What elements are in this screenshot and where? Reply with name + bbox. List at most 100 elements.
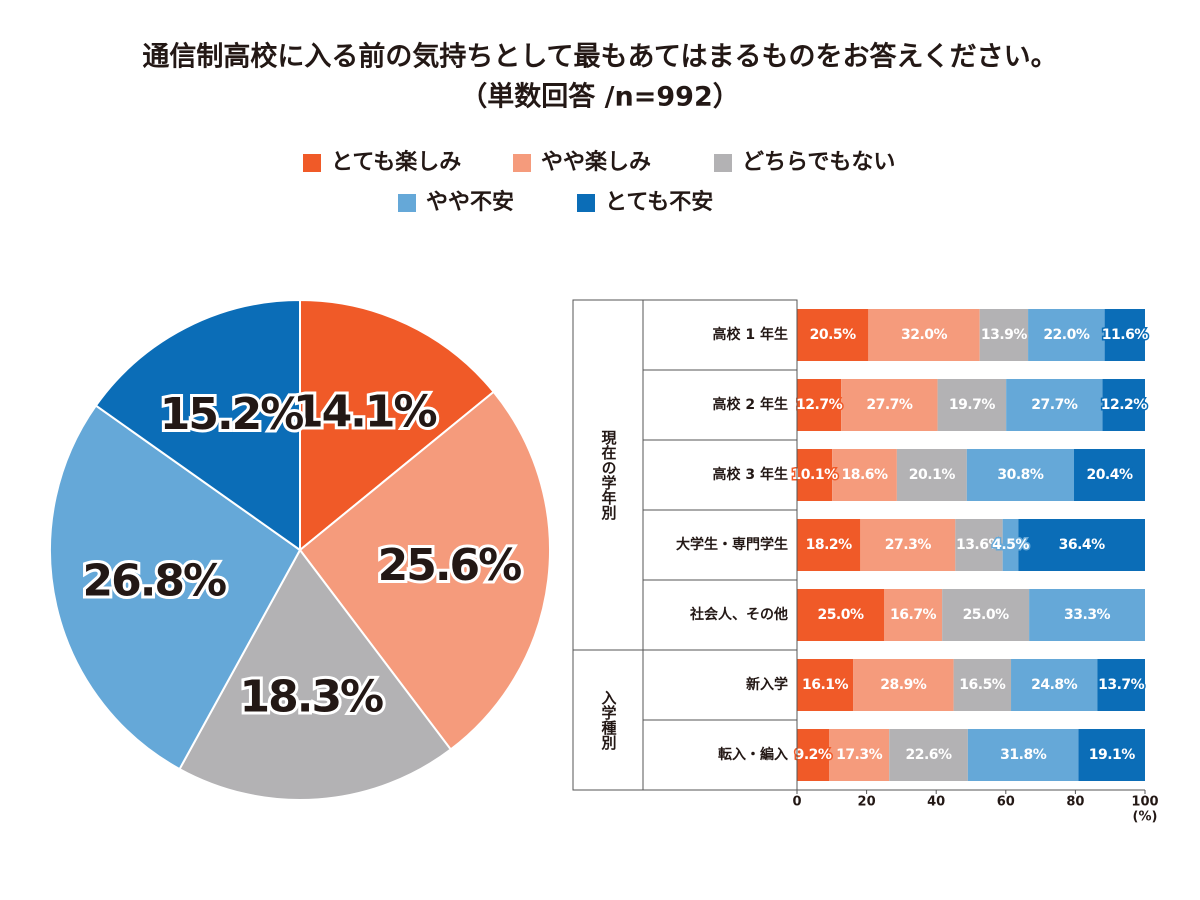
- bar-segment: [1006, 379, 1103, 431]
- bar-value-label: 18.2%: [806, 537, 853, 553]
- bar-value-label: 12.2%: [1101, 397, 1148, 413]
- x-unit: (%): [1133, 810, 1158, 825]
- x-tick-label: 80: [1066, 795, 1084, 810]
- legend-swatch: [303, 154, 321, 172]
- bar-segment: [942, 589, 1030, 641]
- legend-swatch: [577, 194, 595, 212]
- category-label: 新入学: [746, 676, 788, 693]
- bar-segment: [797, 309, 869, 361]
- bar-segment: [1011, 659, 1098, 711]
- bar-segment: [966, 449, 1075, 501]
- bar-value-label: 31.8%: [1000, 747, 1047, 763]
- bar-segment: [896, 449, 967, 501]
- pie-label: 14.1%: [293, 386, 437, 437]
- bar-value-label: 25.0%: [817, 607, 864, 623]
- bar-segment: [860, 519, 956, 571]
- bar-segment: [953, 659, 1012, 711]
- pie-label: 15.2%: [160, 389, 304, 440]
- bar-segment: [1078, 729, 1145, 781]
- legend-swatch: [513, 154, 531, 172]
- bar-segment: [797, 659, 854, 711]
- bar-value-label: 11.6%: [1102, 327, 1149, 343]
- legend-label: やや楽しみ: [541, 149, 651, 175]
- chart-subtitle: （単数回答 /n=992）: [460, 81, 739, 113]
- bar-segment: [1018, 519, 1145, 571]
- bar-segment: [1029, 589, 1145, 641]
- bar-value-label: 27.7%: [1031, 397, 1078, 413]
- category-label: 社会人、その他: [689, 606, 788, 623]
- bar-value-label: 32.0%: [901, 327, 948, 343]
- legend-label: やや不安: [426, 189, 514, 215]
- x-tick-label: 20: [858, 795, 876, 810]
- bar-segment: [797, 589, 884, 641]
- bar-value-label: 16.1%: [802, 677, 849, 693]
- category-label: 転入・編入: [718, 746, 788, 763]
- pie-slice: [178, 548, 453, 801]
- pie-label: 26.8%: [82, 556, 226, 607]
- bar-value-label: 20.5%: [810, 327, 857, 343]
- pie-label: 18.3%: [240, 672, 384, 723]
- bar-segment: [1102, 379, 1145, 431]
- bar-value-label: 25.0%: [963, 607, 1010, 623]
- pie-slice: [94, 298, 301, 552]
- chart-title: 通信制高校に入る前の気持ちとして最もあてはまるものをお答えください。: [142, 41, 1057, 73]
- bar-value-label: 13.9%: [981, 327, 1028, 343]
- group-label: 現在の学年別: [600, 430, 618, 521]
- bar-value-label: 19.1%: [1089, 747, 1136, 763]
- bar-value-label: 13.6%: [956, 537, 1003, 553]
- bar-segment: [868, 309, 980, 361]
- x-tick-label: 40: [927, 795, 945, 810]
- bar-value-label: 33.3%: [1064, 607, 1111, 623]
- bar-segment: [832, 449, 897, 501]
- bar-value-label: 20.1%: [909, 467, 956, 483]
- bar-value-label: 20.4%: [1086, 467, 1133, 483]
- bar-value-label: 22.6%: [906, 747, 953, 763]
- bar-segment: [797, 379, 842, 431]
- bar-segment: [967, 729, 1079, 781]
- bar-value-label: 12.7%: [796, 397, 843, 413]
- bar-segment: [797, 729, 830, 781]
- legend-label: どちらでもない: [742, 150, 895, 175]
- category-label: 大学生・専門学生: [676, 536, 788, 553]
- bar-segment: [841, 379, 938, 431]
- category-label: 高校 1 年生: [713, 326, 789, 343]
- bar-value-label: 27.3%: [885, 537, 932, 553]
- x-tick-label: 0: [792, 795, 801, 810]
- legend-swatch: [398, 194, 416, 212]
- bar-value-label: 17.3%: [836, 747, 883, 763]
- pie-slice: [298, 390, 551, 751]
- bar-segment: [829, 729, 890, 781]
- bar-segment: [955, 519, 1003, 571]
- bar-segment: [979, 309, 1029, 361]
- bar-value-label: 18.6%: [841, 467, 888, 483]
- bar-segment: [884, 589, 943, 641]
- bar-value-label: 24.8%: [1031, 677, 1078, 693]
- legend-label: とても楽しみ: [331, 149, 461, 175]
- bar-segment: [1104, 309, 1145, 361]
- x-tick-label: 60: [997, 795, 1015, 810]
- pie-slice: [299, 298, 496, 553]
- bar-segment: [889, 729, 968, 781]
- bar-segment: [1028, 309, 1105, 361]
- bar-segment: [853, 659, 954, 711]
- category-label: 高校 2 年生: [713, 396, 789, 413]
- bar-segment: [797, 449, 833, 501]
- bar-value-label: 30.8%: [997, 467, 1044, 483]
- bar-segment: [937, 379, 1007, 431]
- category-label: 高校 3 年生: [713, 466, 789, 483]
- bar-value-label: 19.7%: [949, 397, 996, 413]
- bar-segment: [797, 519, 861, 571]
- legend-swatch: [714, 154, 732, 172]
- pie-slice: [49, 404, 302, 771]
- bar-value-label: 36.4%: [1059, 537, 1106, 553]
- bar-value-label: 13.7%: [1098, 677, 1145, 693]
- x-tick-label: 100: [1131, 795, 1158, 810]
- bar-value-label: 16.5%: [959, 677, 1006, 693]
- group-label: 入学種別: [600, 690, 618, 751]
- bar-segment: [1097, 659, 1145, 711]
- bar-value-label: 9.2%: [795, 747, 832, 763]
- bar-value-label: 4.5%: [992, 537, 1029, 553]
- bar-value-label: 28.9%: [880, 677, 927, 693]
- bar-value-label: 10.1%: [792, 467, 839, 483]
